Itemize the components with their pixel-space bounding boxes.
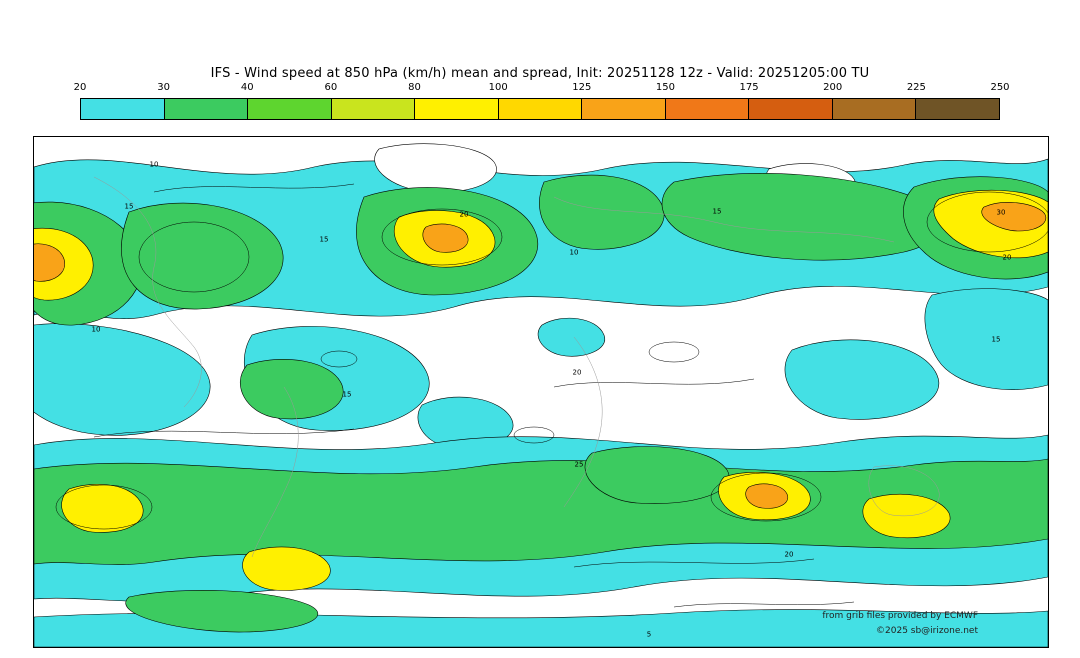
colorbar-segment xyxy=(331,99,416,119)
colorbar-tick: 100 xyxy=(488,82,508,93)
map-area: 10 15 20 15 10 15 30 20 15 20 25 20 10 5… xyxy=(33,136,1049,648)
spread-contour-label: 20 xyxy=(572,368,582,377)
colorbar-bar xyxy=(80,98,1000,120)
colorbar-tick: 250 xyxy=(990,82,1010,93)
spread-contour-label: 15 xyxy=(712,207,722,216)
spread-contour-label: 15 xyxy=(319,235,329,244)
colorbar-tick: 40 xyxy=(240,82,254,93)
spread-contour-label: 10 xyxy=(91,325,101,334)
colorbar-segment xyxy=(415,99,499,119)
spread-contour-label: 20 xyxy=(459,210,469,219)
colorbar-ticks: 20 30 40 60 80 100 125 150 175 200 225 2… xyxy=(74,82,1010,96)
colorbar-tick: 20 xyxy=(73,82,87,93)
colorbar: 20 30 40 60 80 100 125 150 175 200 225 2… xyxy=(74,82,1010,120)
spread-contour-label: 20 xyxy=(784,550,794,559)
spread-contour-label: 15 xyxy=(342,390,352,399)
colorbar-segment xyxy=(81,99,165,119)
colorbar-tick: 60 xyxy=(324,82,338,93)
wind-map-svg xyxy=(34,137,1048,647)
spread-contour-label: 10 xyxy=(569,248,579,257)
colorbar-segment xyxy=(916,99,1000,119)
credit-text: from grib files provided by ECMWF xyxy=(822,611,978,621)
colorbar-segment xyxy=(164,99,249,119)
colorbar-segment xyxy=(665,99,750,119)
spread-contour-label: 25 xyxy=(574,460,584,469)
colorbar-tick: 200 xyxy=(823,82,843,93)
chart-title: IFS - Wind speed at 850 hPa (km/h) mean … xyxy=(210,66,870,81)
colorbar-tick: 80 xyxy=(408,82,421,93)
spread-contour-label: 10 xyxy=(149,160,159,169)
colorbar-tick: 150 xyxy=(655,82,675,93)
copyright-text: ©2025 sb@irizone.net xyxy=(876,626,978,636)
colorbar-tick: 225 xyxy=(906,82,926,93)
colorbar-segment xyxy=(582,99,666,119)
spread-contour-label: 30 xyxy=(996,208,1006,217)
colorbar-segment xyxy=(248,99,332,119)
colorbar-segment xyxy=(498,99,583,119)
spread-contour-label: 15 xyxy=(124,202,134,211)
colorbar-tick: 125 xyxy=(572,82,592,93)
spread-contour-label: 15 xyxy=(991,335,1001,344)
colorbar-segment xyxy=(832,99,917,119)
spread-contour-label: 5 xyxy=(646,630,652,639)
colorbar-segment xyxy=(749,99,833,119)
colorbar-tick: 30 xyxy=(157,82,170,93)
spread-contour-label: 20 xyxy=(1002,253,1012,262)
colorbar-tick: 175 xyxy=(739,82,759,93)
